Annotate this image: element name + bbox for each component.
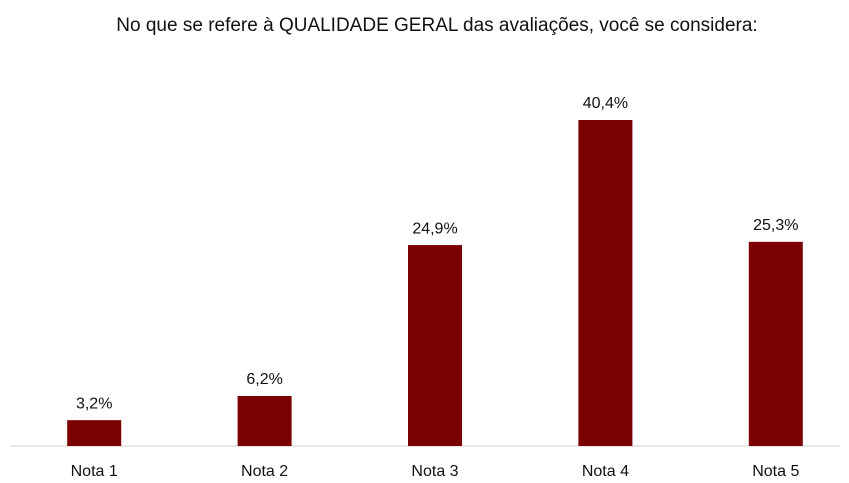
bar <box>237 395 292 446</box>
x-tick-label: Nota 1 <box>71 463 118 480</box>
x-tick-label: Nota 5 <box>752 463 799 480</box>
bar <box>67 420 122 446</box>
bar <box>578 120 633 446</box>
x-tick-label: Nota 2 <box>241 463 288 480</box>
bar <box>748 241 803 446</box>
data-label: 3,2% <box>76 395 112 412</box>
data-label: 24,9% <box>412 220 457 237</box>
chart-title: No que se refere à QUALIDADE GERAL das a… <box>116 15 758 36</box>
data-label: 6,2% <box>246 371 282 388</box>
data-label: 25,3% <box>753 217 798 234</box>
bar <box>408 245 462 446</box>
data-label: 40,4% <box>583 95 628 112</box>
x-tick-label: Nota 4 <box>582 463 629 480</box>
x-tick-label: Nota 3 <box>411 463 458 480</box>
